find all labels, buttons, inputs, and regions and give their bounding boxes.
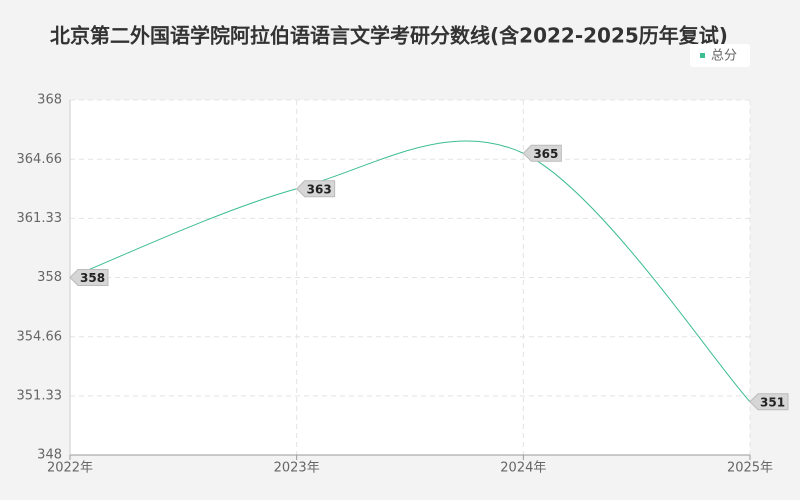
- legend-box: [690, 44, 750, 67]
- value-label: 365: [533, 147, 558, 161]
- value-label: 363: [307, 182, 332, 196]
- x-tick-label: 2023年: [274, 461, 320, 476]
- plot-area: [70, 100, 750, 455]
- value-label-box: [749, 393, 789, 411]
- y-tick-label: 368: [37, 93, 62, 108]
- legend-marker: [700, 53, 705, 58]
- value-label-box: [522, 144, 562, 162]
- legend-label: 总分: [711, 49, 737, 64]
- line: [69, 140, 751, 403]
- y-tick-label: 348: [37, 448, 62, 463]
- value-label-box: [69, 269, 109, 286]
- y-tick-label: 361.33: [17, 211, 63, 226]
- value-label-box: [295, 180, 336, 198]
- x-tick-label: 2022年: [47, 461, 93, 476]
- y-tick-label: 358: [37, 270, 62, 285]
- value-label: 351: [760, 395, 785, 409]
- y-tick-label: 364.66: [17, 152, 63, 167]
- value-label: 358: [80, 271, 105, 285]
- y-tick-label: 354.66: [17, 329, 63, 344]
- x-tick-label: 2024年: [500, 461, 546, 476]
- chart-title: 北京第二外国语学院阿拉伯语语言文学考研分数线(含2022-2025历年复试): [50, 24, 728, 48]
- x-tick-label: 2025年: [727, 461, 773, 476]
- y-tick-label: 351.33: [17, 388, 63, 403]
